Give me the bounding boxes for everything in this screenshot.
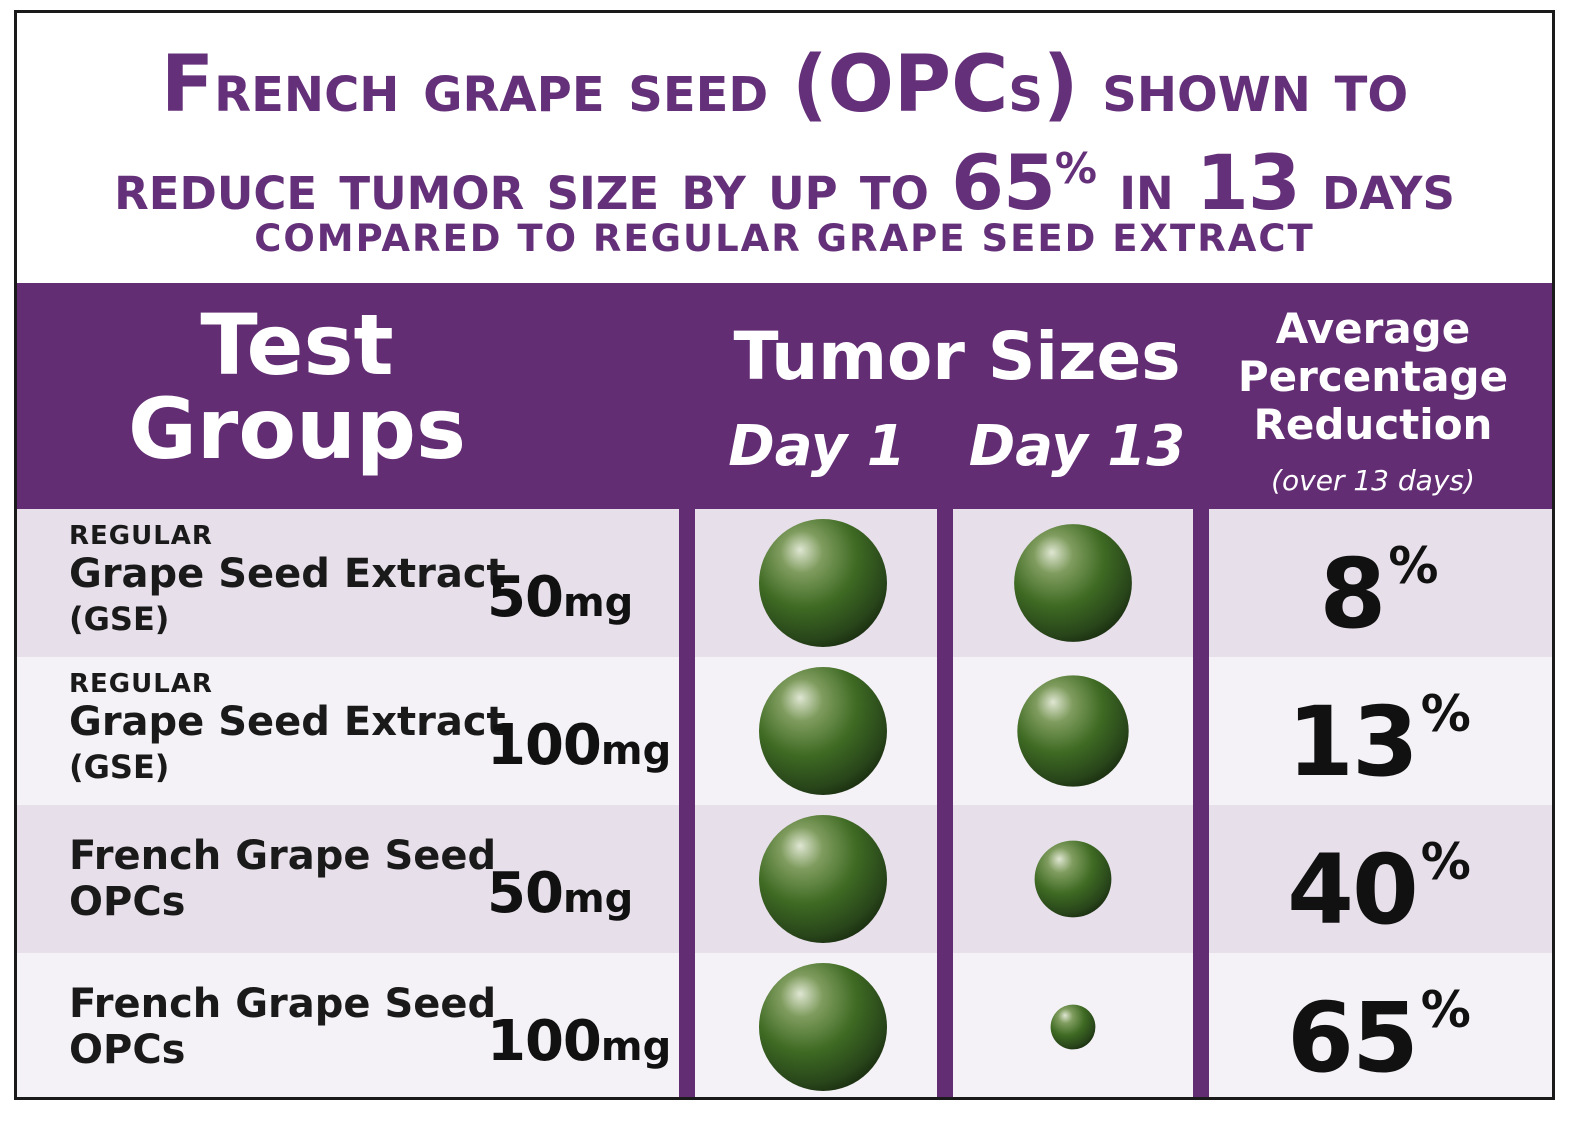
tumor-day13-bubble bbox=[1050, 1004, 1096, 1050]
header-tumor-sizes: Tumor Sizes bbox=[733, 318, 1181, 395]
title-paren-close: ) bbox=[1042, 40, 1079, 130]
column-divider bbox=[937, 509, 953, 1097]
reduction-number: 40 bbox=[1287, 834, 1419, 946]
reduction-value: 8% bbox=[1209, 537, 1549, 644]
reduction-percent-sign: % bbox=[1388, 537, 1439, 595]
subtitle: COMPARED TO REGULAR GRAPE SEED EXTRACT bbox=[254, 217, 1315, 260]
reduction-percent-sign: % bbox=[1420, 685, 1471, 743]
table-header: Test Groups Tumor Sizes Day 1 Day 13 Ave… bbox=[17, 283, 1552, 509]
dose: 100mg bbox=[487, 1009, 671, 1074]
reduction-number: 8 bbox=[1319, 538, 1387, 650]
title-line-2: reduce tumor size by up to 65% in 13 day… bbox=[17, 129, 1552, 228]
title-text-in: in bbox=[1119, 151, 1174, 225]
header-avg-subtitle: (over 13 days) bbox=[1271, 464, 1475, 497]
title-text-2: shown to bbox=[1102, 49, 1409, 128]
tumor-day13-bubble bbox=[1034, 840, 1112, 918]
header-test-groups-line1: Test bbox=[200, 296, 394, 394]
reduction-percent-sign: % bbox=[1420, 833, 1471, 891]
dose-value: 100 bbox=[487, 713, 602, 778]
title-opc: (OPC bbox=[791, 40, 1009, 130]
reduction-percent-sign: % bbox=[1420, 981, 1471, 1039]
tumor-day1-bubble bbox=[759, 519, 887, 647]
tumor-day13-bubble bbox=[1014, 524, 1132, 642]
tumor-day1-bubble bbox=[759, 667, 887, 795]
header-avg-line2: Percentage bbox=[1237, 352, 1509, 401]
group-sub: OPCs bbox=[69, 1027, 186, 1073]
title-text-3: reduce tumor size by up to bbox=[114, 151, 929, 225]
header-avg-line3: Reduction bbox=[1253, 400, 1493, 449]
header-average-reduction: Average Percentage Reduction bbox=[1213, 305, 1533, 449]
title-value-65: 65 bbox=[951, 138, 1056, 227]
dose: 50mg bbox=[487, 861, 633, 926]
reduction-value: 40% bbox=[1209, 833, 1549, 940]
reduction-number: 65 bbox=[1287, 982, 1419, 1094]
header-avg-line1: Average bbox=[1275, 304, 1471, 353]
dose-value: 50 bbox=[487, 861, 564, 926]
reduction-value: 65% bbox=[1209, 981, 1549, 1088]
group-name: French Grape Seed bbox=[69, 981, 497, 1027]
header-test-groups: Test Groups bbox=[77, 303, 517, 471]
tumor-day13-bubble bbox=[1017, 675, 1129, 787]
dose: 50mg bbox=[487, 565, 633, 630]
group-name: Grape Seed Extract bbox=[69, 699, 506, 745]
tumor-day1-bubble bbox=[759, 815, 887, 943]
title-percent: % bbox=[1054, 144, 1098, 193]
dose-unit: mg bbox=[600, 1024, 672, 1070]
dose-value: 50 bbox=[487, 565, 564, 630]
group-sub: (GSE) bbox=[69, 748, 170, 786]
title-opc-s: s bbox=[1008, 49, 1043, 128]
column-divider bbox=[679, 509, 695, 1097]
group-prefix: REGULAR bbox=[69, 669, 213, 699]
dose: 100mg bbox=[487, 713, 671, 778]
dose-unit: mg bbox=[562, 580, 634, 626]
header-test-groups-line2: Groups bbox=[127, 380, 466, 478]
group-prefix: REGULAR bbox=[69, 521, 213, 551]
group-name: French Grape Seed bbox=[69, 833, 497, 879]
header-day13: Day 13 bbox=[968, 414, 1186, 479]
reduction-value: 13% bbox=[1209, 685, 1549, 792]
infographic-frame: French grape seed (OPCs) shown to reduce… bbox=[14, 10, 1555, 1100]
dose-value: 100 bbox=[487, 1009, 602, 1074]
group-name: Grape Seed Extract bbox=[69, 551, 506, 597]
tumor-day1-bubble bbox=[759, 963, 887, 1091]
tumor-size-bubbles bbox=[759, 519, 1132, 1091]
group-sub: (GSE) bbox=[69, 600, 170, 638]
dose-unit: mg bbox=[562, 876, 634, 922]
title-text-days: days bbox=[1322, 151, 1455, 225]
title-line-1: French grape seed (OPCs) shown to bbox=[17, 43, 1552, 131]
column-divider bbox=[1193, 509, 1209, 1097]
group-sub: OPCs bbox=[69, 879, 186, 925]
reduction-number: 13 bbox=[1287, 686, 1419, 798]
header-day1: Day 1 bbox=[728, 414, 906, 479]
title-text-1: rench grape seed bbox=[214, 49, 769, 128]
dose-unit: mg bbox=[600, 728, 672, 774]
title-value-13: 13 bbox=[1195, 138, 1301, 227]
title-initial: F bbox=[160, 40, 215, 130]
